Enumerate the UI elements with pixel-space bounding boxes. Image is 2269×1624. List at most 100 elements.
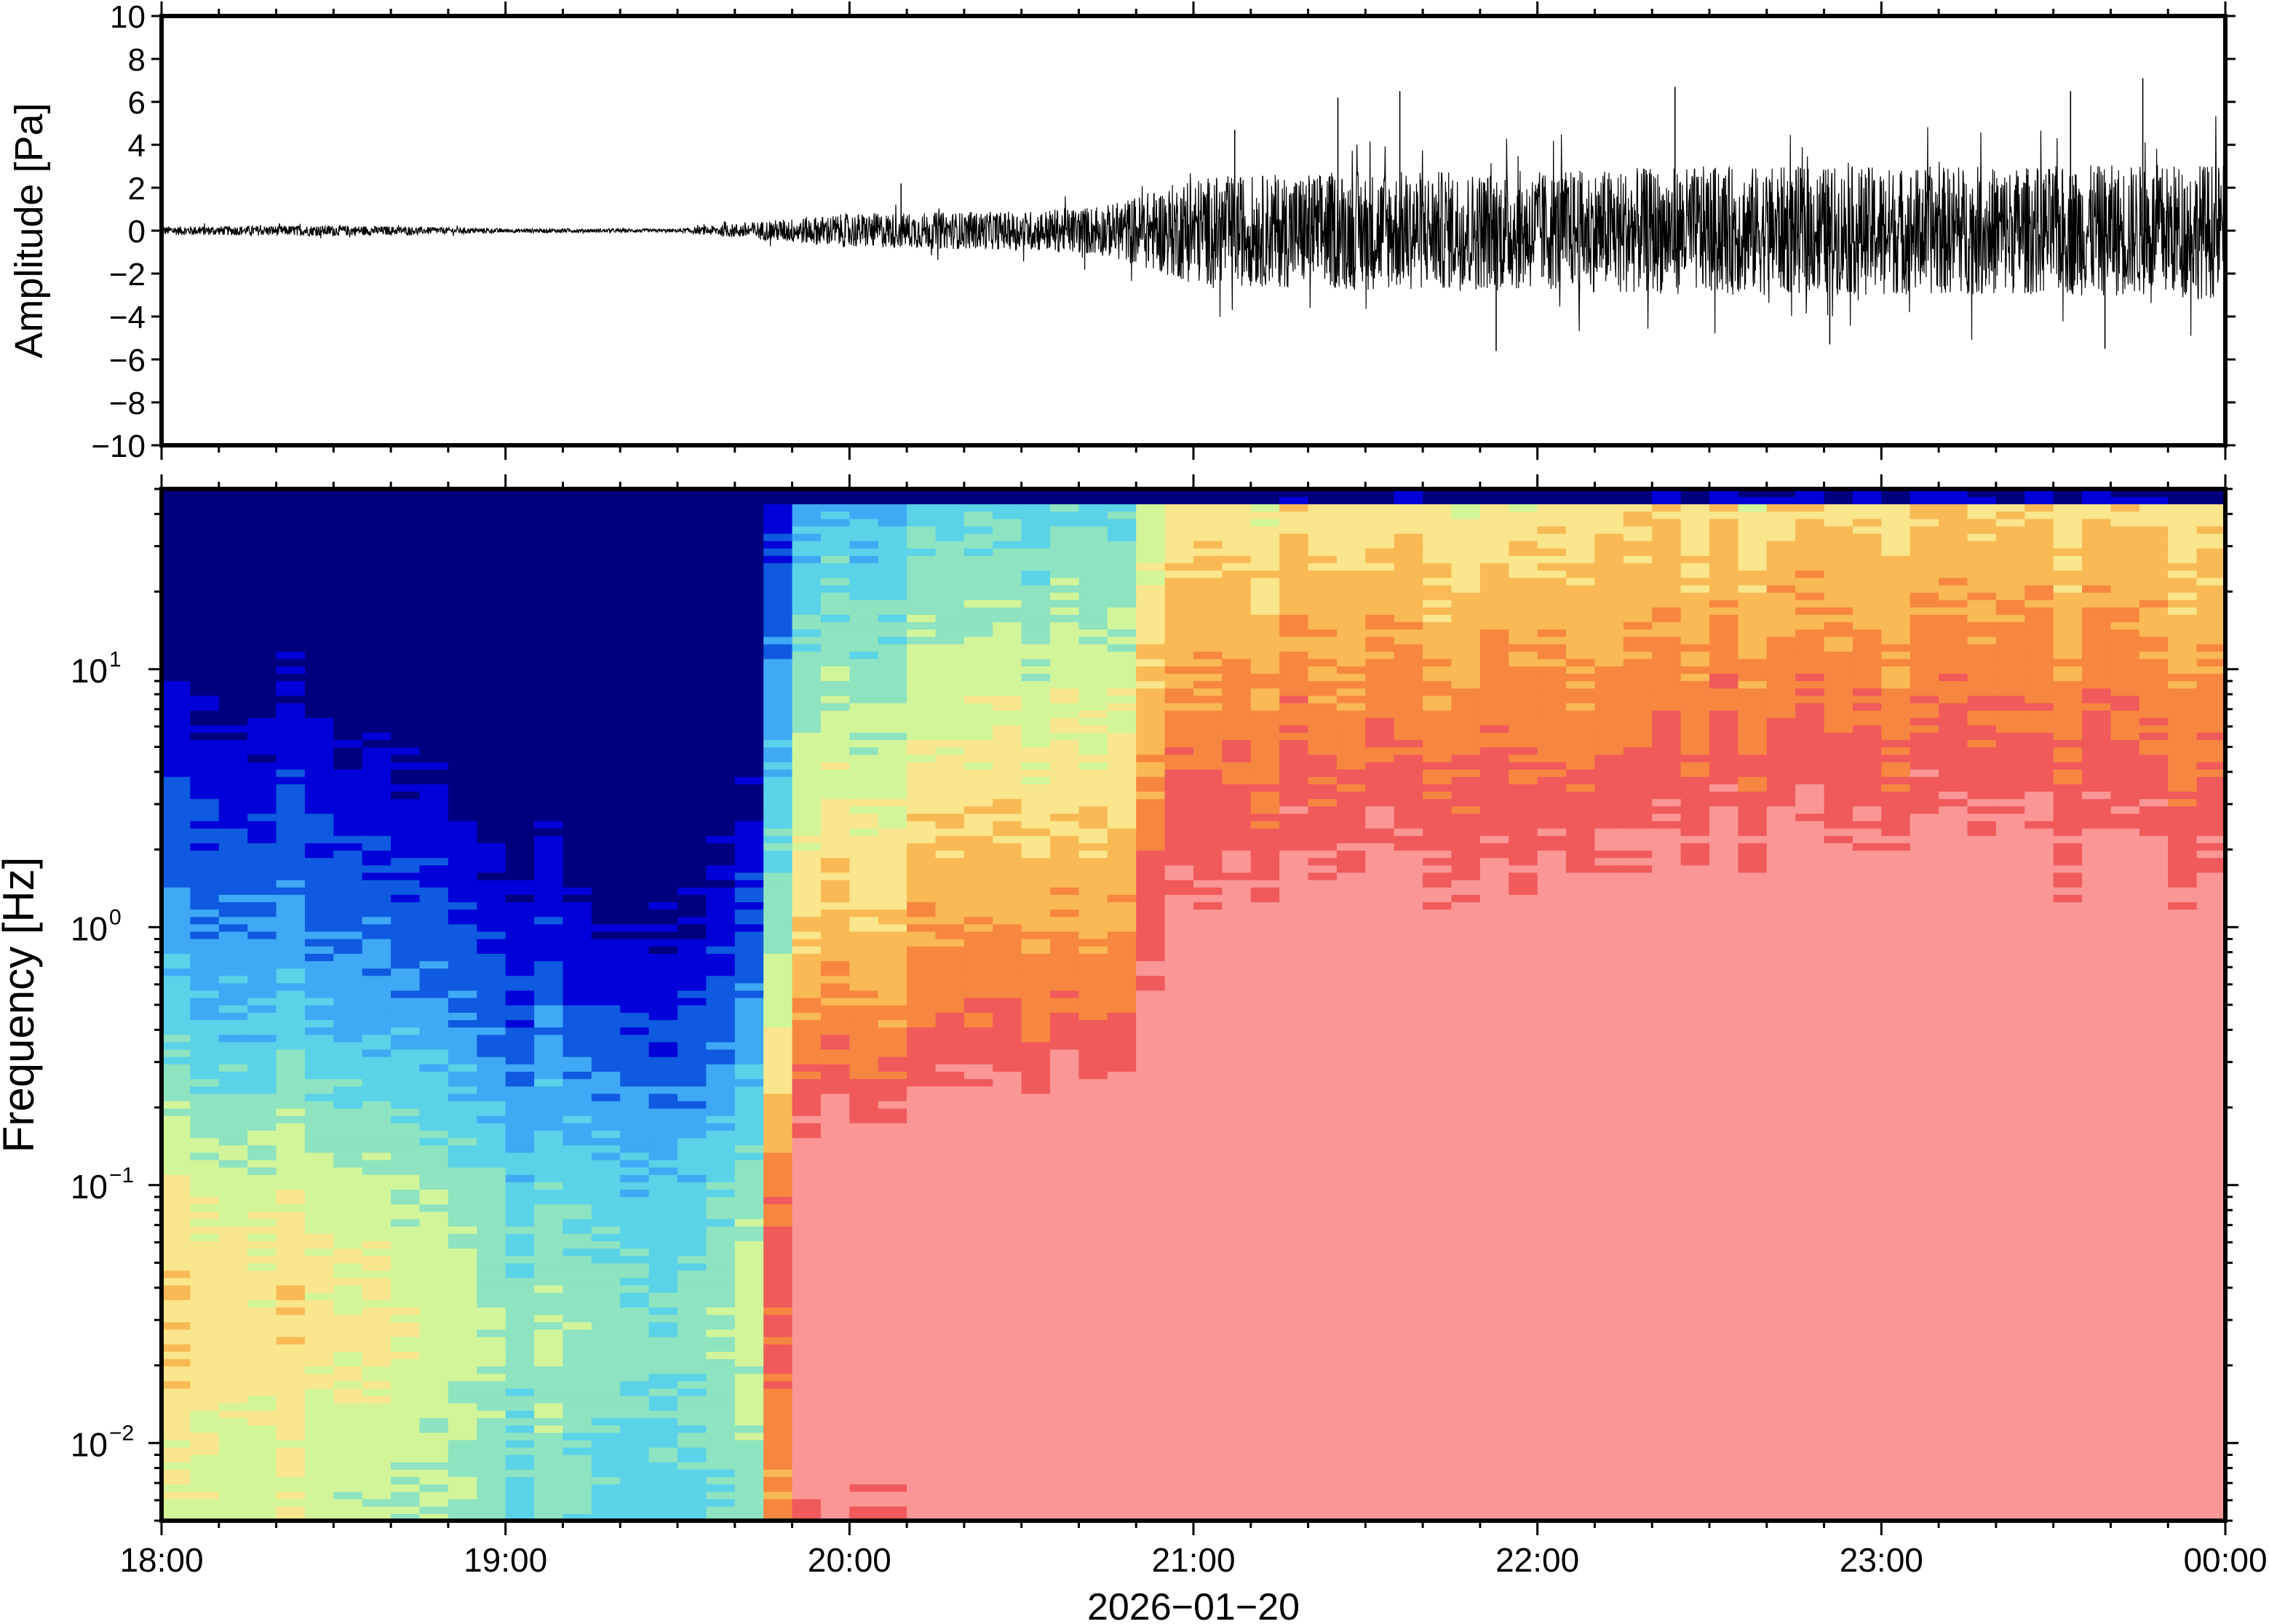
spectrogram-cell — [792, 761, 822, 770]
spectrogram-cell — [448, 901, 478, 910]
spectrogram-cell — [190, 1366, 220, 1374]
spectrogram-cell — [477, 548, 506, 556]
spectrogram-cell — [391, 1351, 421, 1359]
spectrogram-cell — [993, 548, 1022, 556]
spectrogram-cell — [1136, 614, 1166, 623]
spectrogram-cell — [792, 953, 822, 962]
spectrogram-cell — [534, 650, 564, 659]
spectrogram-cell — [907, 1115, 937, 1123]
spectrogram-cell — [993, 1469, 1022, 1478]
spectrogram-cell — [993, 953, 1022, 962]
spectrogram-cell — [734, 548, 764, 556]
spectrogram-cell — [1050, 813, 1080, 821]
spectrogram-cell — [849, 953, 879, 962]
spectrogram-cell — [448, 997, 478, 1006]
spectrogram-cell — [935, 1019, 965, 1028]
spectrogram-cell — [907, 945, 937, 954]
spectrogram-cell — [1021, 1425, 1051, 1433]
spectrogram-cell — [993, 1048, 1022, 1057]
spectrogram-cell — [935, 577, 965, 586]
spectrogram-cell — [218, 968, 248, 976]
spectrogram-cell — [247, 570, 277, 578]
spectrogram-cell — [878, 1071, 907, 1080]
spectrogram-cell — [218, 577, 248, 586]
spectrogram-cell — [448, 784, 478, 792]
spectrogram-cell — [448, 739, 478, 748]
spectrogram-cell — [935, 1513, 965, 1521]
spectrogram-cell — [993, 1233, 1022, 1241]
spectrogram-cell — [534, 688, 564, 696]
spectrogram-cell — [792, 1439, 822, 1448]
spectrogram-cell — [419, 1064, 449, 1072]
spectrogram-cell — [1078, 1248, 1108, 1257]
spectrogram-cell — [304, 1130, 335, 1139]
spectrogram-cell — [763, 1484, 793, 1492]
spectrogram-cell — [963, 1417, 994, 1426]
spectrogram-cell — [477, 599, 506, 608]
spectrogram-cell — [935, 894, 965, 902]
spectrogram-cell — [333, 843, 363, 851]
spectrogram-cell — [563, 1056, 592, 1064]
spectrogram-cell — [333, 872, 363, 880]
spectrogram-cell — [419, 1292, 449, 1300]
spectrogram-cell — [792, 1410, 822, 1418]
spectrogram-cell — [820, 592, 851, 600]
spectrogram-cell — [362, 1019, 392, 1028]
spectrogram-cell — [333, 1086, 363, 1094]
spectrogram-cell — [1021, 879, 1051, 888]
spectrogram-cell — [1050, 1241, 1080, 1249]
spectrogram-cell — [706, 798, 736, 807]
spectrogram-cell — [677, 909, 707, 918]
spectrogram-cell — [993, 621, 1022, 630]
spectrogram-cell — [1107, 577, 1137, 586]
spectrogram-cell — [534, 1182, 564, 1190]
spectrogram-cell — [935, 901, 965, 910]
spectrogram-cell — [935, 592, 965, 600]
spectrogram-cell — [993, 614, 1022, 623]
spectrogram-cell — [505, 805, 535, 814]
spectrogram-cell — [677, 975, 707, 984]
spectrogram-cell — [849, 695, 879, 704]
spectrogram-cell — [477, 798, 506, 807]
spectrogram-cell — [706, 709, 736, 718]
spectrogram-cell — [1107, 1100, 1137, 1109]
spectrogram-cell — [820, 798, 851, 807]
spectrogram-cell — [1107, 872, 1137, 880]
spectrogram-cell — [534, 754, 564, 763]
spectrogram-cell — [162, 725, 191, 733]
spectrogram-cell — [1107, 968, 1137, 976]
spectrogram-cell — [362, 982, 392, 991]
spectrogram-cell — [591, 1262, 621, 1271]
spectrogram-cell — [820, 1005, 851, 1013]
spectrogram-cell — [276, 1255, 306, 1264]
spectrogram-cell — [820, 1343, 851, 1352]
spectrogram-cell — [763, 1425, 793, 1433]
spectrogram-cell — [218, 857, 248, 866]
spectrogram-cell — [276, 909, 306, 918]
spectrogram-cell — [448, 843, 478, 851]
spectrogram-cell — [477, 511, 506, 520]
spectrogram-cell — [419, 1358, 449, 1367]
spectrogram-cell — [763, 1233, 793, 1241]
spectrogram-cell — [993, 1395, 1022, 1404]
spectrogram-cell — [477, 1005, 506, 1013]
spectrogram-cell — [1078, 1100, 1108, 1109]
spectrogram-cell — [677, 1321, 707, 1330]
spectrogram-cell — [820, 857, 851, 866]
spectrogram-cell — [247, 784, 277, 792]
spectrogram-cell — [849, 945, 879, 954]
spectrogram-cell — [534, 1203, 564, 1212]
spectrogram-cell — [448, 584, 478, 593]
spectrogram-cell — [677, 1432, 707, 1441]
spectrogram-cell — [391, 1446, 421, 1455]
spectrogram-cell — [1078, 1417, 1108, 1426]
spectrogram-cell — [963, 997, 994, 1006]
spectrogram-cell — [477, 1048, 506, 1057]
spectrogram-cell — [276, 747, 306, 755]
spectrogram-cell — [648, 1174, 678, 1182]
spectrogram-cell — [563, 658, 592, 666]
waveform-y-tick-label: −4 — [109, 300, 146, 335]
spectrogram-cell — [820, 923, 851, 932]
spectrogram-cell — [362, 1329, 392, 1337]
spectrogram-cell — [706, 909, 736, 918]
